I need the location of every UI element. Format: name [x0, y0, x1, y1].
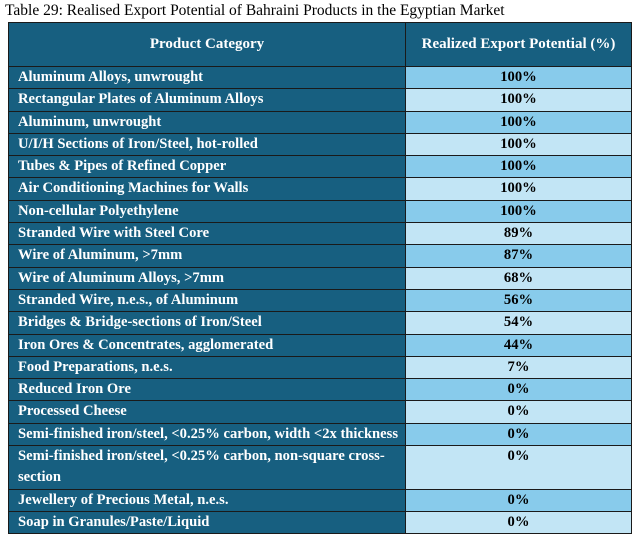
table-row: Tubes & Pipes of Refined Copper 100% [8, 155, 632, 179]
export-potential-cell: 0% [405, 445, 632, 490]
table-row: Processed Cheese 0% [8, 400, 632, 424]
table-header-row: Product Category Realized Export Potenti… [8, 22, 632, 67]
product-category-cell: Bridges & Bridge-sections of Iron/Steel [8, 311, 406, 335]
product-category-cell: Stranded Wire, n.e.s., of Aluminum [8, 288, 406, 313]
product-category-cell: Reduced Iron Ore [8, 378, 406, 402]
export-potential-cell: 0% [405, 422, 632, 447]
product-category-cell: U/I/H Sections of Iron/Steel, hot-rolled [8, 132, 406, 157]
table-row: Aluminum, unwrought 100% [8, 110, 632, 134]
table-row: Soap in Granules/Paste/Liquid 0% [8, 510, 632, 535]
table-row: Wire of Aluminum, >7mm 87% [8, 244, 632, 268]
export-potential-cell: 0% [405, 510, 632, 535]
table-row: Food Preparations, n.e.s. 7% [8, 355, 632, 380]
export-potential-cell: 100% [405, 88, 632, 112]
table-row: Semi-finished iron/steel, <0.25% carbon,… [8, 422, 632, 447]
header-export-potential: Realized Export Potential (%) [405, 22, 632, 67]
table-row: Jewellery of Precious Metal, n.e.s. 0% [8, 488, 632, 512]
export-potential-cell: 0% [405, 488, 632, 512]
product-category-cell: Non-cellular Polyethylene [8, 199, 406, 224]
export-potential-cell: 89% [405, 222, 632, 246]
export-potential-cell: 100% [405, 132, 632, 157]
table-row: Stranded Wire with Steel Core 89% [8, 222, 632, 246]
table-row: Air Conditioning Machines for Walls 100% [8, 177, 632, 201]
export-potential-cell: 100% [405, 199, 632, 224]
product-category-cell: Rectangular Plates of Aluminum Alloys [8, 88, 406, 112]
export-potential-cell: 100% [405, 65, 632, 90]
product-category-cell: Stranded Wire with Steel Core [8, 222, 406, 246]
export-potential-cell: 44% [405, 333, 632, 357]
export-potential-cell: 54% [405, 311, 632, 335]
table-row: Reduced Iron Ore 0% [8, 378, 632, 402]
product-category-cell: Processed Cheese [8, 400, 406, 424]
table-row: Rectangular Plates of Aluminum Alloys 100… [8, 88, 632, 112]
product-category-cell: Tubes & Pipes of Refined Copper [8, 155, 406, 179]
export-potential-table: Product Category Realized Export Potenti… [8, 22, 632, 535]
table-row: Semi-finished iron/steel, <0.25% carbon,… [8, 445, 632, 490]
product-category-cell: Semi-finished iron/steel, <0.25% carbon,… [8, 422, 406, 447]
product-category-cell: Iron Ores & Concentrates, agglomerated [8, 333, 406, 357]
product-category-cell: Food Preparations, n.e.s. [8, 355, 406, 380]
table-caption: Table 29: Realised Export Potential of B… [5, 2, 505, 19]
export-potential-cell: 100% [405, 110, 632, 134]
table-row: Wire of Aluminum Alloys, >7mm 68% [8, 266, 632, 290]
product-category-cell: Wire of Aluminum, >7mm [8, 244, 406, 268]
product-category-cell: Aluminum, unwrought [8, 110, 406, 134]
table-row: Non-cellular Polyethylene 100% [8, 199, 632, 224]
header-product-category: Product Category [8, 22, 406, 67]
product-category-cell: Jewellery of Precious Metal, n.e.s. [8, 488, 406, 512]
export-potential-cell: 87% [405, 244, 632, 268]
product-category-cell: Aluminum Alloys, unwrought [8, 65, 406, 90]
export-potential-cell: 68% [405, 266, 632, 290]
table-row: Aluminum Alloys, unwrought 100% [8, 65, 632, 90]
product-category-cell: Wire of Aluminum Alloys, >7mm [8, 266, 406, 290]
product-category-cell: Air Conditioning Machines for Walls [8, 177, 406, 201]
export-potential-cell: 100% [405, 155, 632, 179]
export-potential-cell: 0% [405, 400, 632, 424]
product-category-cell: Soap in Granules/Paste/Liquid [8, 510, 406, 535]
table-row: U/I/H Sections of Iron/Steel, hot-rolled… [8, 132, 632, 157]
product-category-cell: Semi-finished iron/steel, <0.25% carbon,… [8, 445, 406, 490]
table-row: Stranded Wire, n.e.s., of Aluminum 56% [8, 288, 632, 313]
export-potential-cell: 56% [405, 288, 632, 313]
table-row: Iron Ores & Concentrates, agglomerated 44… [8, 333, 632, 357]
table-row: Bridges & Bridge-sections of Iron/Steel 5… [8, 311, 632, 335]
export-potential-cell: 0% [405, 378, 632, 402]
export-potential-cell: 7% [405, 355, 632, 380]
export-potential-cell: 100% [405, 177, 632, 201]
